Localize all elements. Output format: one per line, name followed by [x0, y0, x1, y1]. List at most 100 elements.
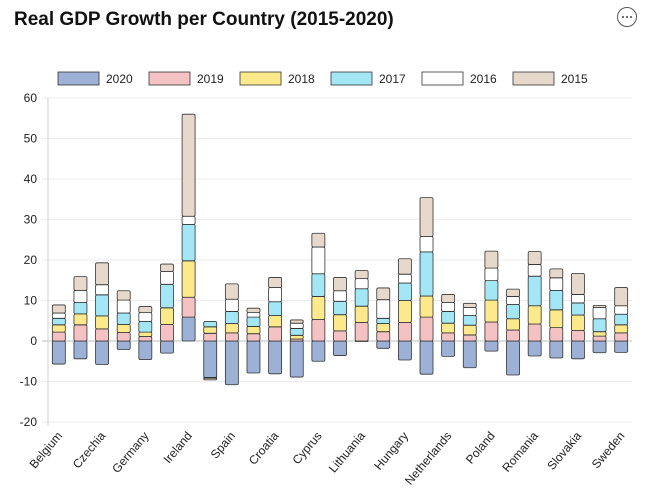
- bar-segment-2019: [333, 330, 347, 342]
- bar-segment-2016: [289, 322, 304, 329]
- bar-stack-spain: [224, 283, 239, 386]
- bar-segment-2015: [333, 277, 347, 292]
- bar-segment-2016: [441, 302, 456, 312]
- bar-segment-2015: [116, 290, 131, 301]
- bar-stack-bulgaria: [73, 276, 88, 360]
- bar-segment-2020: [571, 340, 585, 360]
- bar-segment-2015: [181, 113, 196, 217]
- bar-segment-2015: [246, 307, 261, 314]
- bar-segment-2016: [311, 246, 326, 275]
- x-tick-label: Belgium: [27, 429, 66, 471]
- bar-segment-2016: [419, 236, 434, 253]
- ellipsis-icon[interactable]: [617, 7, 637, 27]
- bar-segment-2019: [246, 333, 261, 342]
- bar-segment-2020: [289, 340, 304, 378]
- bar-segment-2017: [614, 313, 629, 326]
- bar-segment-2020: [224, 340, 239, 386]
- bar-segment-2020: [51, 340, 66, 365]
- y-tick-label: -20: [20, 415, 38, 429]
- bar-segment-2018: [462, 324, 477, 336]
- bar-segment-2020: [95, 340, 109, 365]
- bar-segment-2016: [73, 289, 88, 303]
- bar-segment-2018: [571, 314, 585, 331]
- bar-segment-2015: [527, 251, 542, 265]
- bar-segment-2020: [441, 340, 456, 357]
- bar-segment-2016: [224, 298, 239, 312]
- bar-segment-2019: [506, 329, 520, 342]
- bar-stack-belgium: [51, 304, 66, 365]
- y-tick-label: 40: [24, 172, 38, 186]
- bar-stack-luxembourg: [376, 287, 391, 349]
- bar-segment-2016: [614, 305, 629, 315]
- bar-segment-2017: [484, 280, 499, 301]
- bar-segment-2018: [289, 334, 304, 340]
- bar-segment-2015: [506, 288, 520, 297]
- y-tick-label: 0: [30, 334, 37, 348]
- bar-segment-2016: [181, 215, 196, 225]
- bar-segment-2015: [224, 283, 239, 300]
- bar-stack-czechia: [95, 262, 109, 365]
- x-tick-label: Hungary: [371, 429, 411, 473]
- legend-label-2019: 2019: [197, 72, 224, 86]
- bar-segment-2018: [160, 307, 174, 325]
- bar-stack-denmark: [116, 290, 131, 350]
- bar-segment-2020: [268, 340, 283, 375]
- bar-stack-italy: [289, 319, 304, 378]
- bar-segment-2015: [311, 232, 326, 248]
- bar-segment-2020: [116, 340, 131, 350]
- x-tick-label: Lithuania: [326, 429, 368, 476]
- bar-segment-2019: [181, 296, 196, 318]
- bar-segment-2020: [203, 340, 218, 378]
- bar-segment-2017: [571, 302, 585, 316]
- x-tick-label: Ireland: [161, 429, 195, 466]
- bar-segment-2018: [181, 260, 196, 298]
- bar-segment-2017: [95, 294, 109, 317]
- bar-segment-2016: [571, 294, 585, 304]
- bar-segment-2015: [441, 294, 456, 303]
- bar-segment-2016: [484, 267, 499, 282]
- bar-segment-2016: [527, 264, 542, 277]
- bar-stack-netherlands: [441, 294, 456, 357]
- bar-stack-slovenia: [549, 268, 564, 359]
- bar-segment-2016: [376, 299, 391, 319]
- bar-segment-2016: [138, 312, 153, 322]
- bar-segment-2019: [376, 331, 391, 342]
- bar-segment-2015: [376, 287, 391, 301]
- bar-stack-france: [246, 307, 261, 374]
- bar-segment-2020: [73, 340, 88, 360]
- bar-segment-2019: [527, 323, 542, 342]
- bar-segment-2018: [116, 323, 131, 333]
- bar-segment-2018: [73, 313, 88, 326]
- bar-segment-2018: [484, 299, 499, 323]
- bar-segment-2019: [51, 331, 66, 342]
- bar-segment-2018: [224, 323, 239, 334]
- bar-segment-2017: [441, 311, 456, 324]
- bar-segment-2018: [527, 305, 542, 325]
- bar-segment-2019: [419, 316, 434, 342]
- x-tick-label: Czechia: [70, 429, 109, 471]
- chart-title: Real GDP Growth per Country (2015-2020): [14, 9, 394, 30]
- bar-segment-2018: [333, 314, 347, 332]
- bar-segment-2017: [397, 282, 412, 301]
- bar-segment-2017: [138, 321, 153, 333]
- bar-segment-2017: [506, 304, 520, 320]
- bar-segment-2017: [376, 317, 391, 324]
- bar-segment-2017: [311, 273, 326, 297]
- bar-segment-2016: [333, 290, 347, 302]
- bar-segment-2018: [246, 326, 261, 335]
- bar-segment-2015: [354, 270, 369, 280]
- bar-segment-2019: [73, 324, 88, 342]
- bar-segment-2015: [95, 262, 109, 286]
- bar-stack-austria: [462, 302, 477, 369]
- bar-segment-2015: [419, 197, 434, 237]
- bar-stack-ireland: [181, 113, 196, 342]
- y-tick-label: 60: [24, 91, 38, 105]
- bar-segment-2015: [592, 304, 607, 308]
- grid-lines: [42, 97, 632, 423]
- bar-segment-2017: [592, 318, 607, 333]
- y-tick-label: 50: [24, 132, 38, 146]
- bar-segment-2016: [506, 296, 520, 305]
- bar-stack-greece: [203, 321, 218, 381]
- bar-segment-2019: [592, 335, 607, 342]
